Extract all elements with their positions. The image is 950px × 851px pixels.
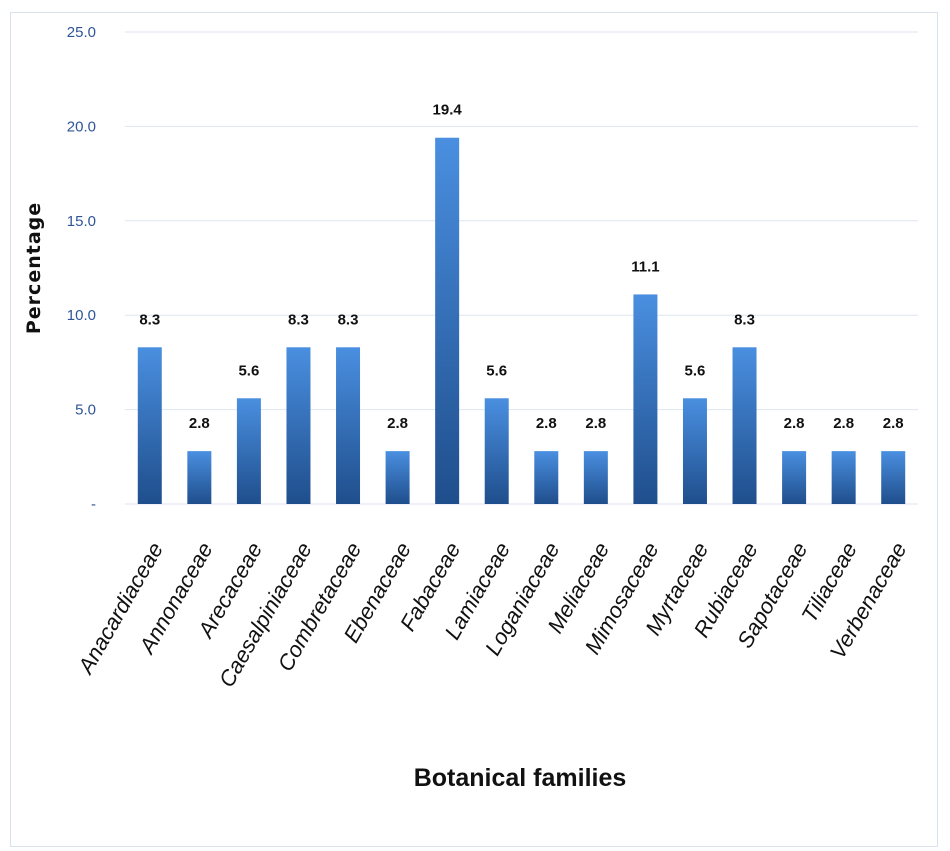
x-axis-ticks: AnacardiaceaeAnnonaceaeArecaceaeCaesalpi… xyxy=(72,538,911,691)
bar-ebenaceae xyxy=(385,451,410,504)
data-label: 8.3 xyxy=(734,311,755,328)
bar-lamiaceae xyxy=(484,398,509,504)
data-label: 2.8 xyxy=(784,415,805,432)
data-label: 8.3 xyxy=(139,311,160,328)
x-tick-label: Anacardiaceae xyxy=(72,538,168,679)
bar-annonaceae xyxy=(187,451,212,504)
bar-meliaceae xyxy=(583,451,608,504)
bar-tiliaceae xyxy=(831,451,856,504)
x-axis-label: Botanical families xyxy=(414,764,627,792)
y-axis-label: Percentage xyxy=(23,202,45,334)
data-label: 2.8 xyxy=(387,415,408,432)
y-tick-label: 15.0 xyxy=(67,213,96,230)
data-label: 2.8 xyxy=(833,415,854,432)
data-label: 5.6 xyxy=(486,362,507,379)
bar-myrtaceae xyxy=(682,398,707,504)
bar-anacardiaceae xyxy=(137,347,162,504)
bar-loganiaceae xyxy=(534,451,559,504)
bar-mimosaceae xyxy=(633,294,658,504)
bar-fabaceae xyxy=(435,137,460,504)
data-label: 19.4 xyxy=(433,102,463,119)
data-label: 2.8 xyxy=(883,415,904,432)
bar-rubiaceae xyxy=(732,347,757,504)
y-tick-label: 25.0 xyxy=(67,24,96,41)
bar-combretaceae xyxy=(336,347,361,504)
bar-verbenaceae xyxy=(881,451,906,504)
data-label: 8.3 xyxy=(288,311,309,328)
y-axis-ticks: - 5.0 10.0 15.0 20.0 25.0 xyxy=(67,24,96,513)
y-tick-label: 10.0 xyxy=(67,307,96,324)
bar-arecaceae xyxy=(236,398,261,504)
bar-caesalpiniaceae xyxy=(286,347,311,504)
data-label: 11.1 xyxy=(631,258,659,275)
y-tick-label: - xyxy=(91,496,96,513)
data-label: 8.3 xyxy=(338,311,359,328)
bar-sapotaceae xyxy=(782,451,807,504)
data-label: 2.8 xyxy=(585,415,606,432)
data-label: 5.6 xyxy=(685,362,706,379)
bars xyxy=(137,137,906,504)
data-label: 5.6 xyxy=(238,362,259,379)
data-label: 2.8 xyxy=(189,415,210,432)
data-labels: 8.3 2.8 5.6 8.3 8.3 2.8 19.4 5.6 2.8 2.8 11.1 5.6 8.… xyxy=(139,102,903,432)
y-tick-label: 20.0 xyxy=(67,118,96,135)
y-tick-label: 5.0 xyxy=(75,402,96,419)
data-label: 2.8 xyxy=(536,415,557,432)
chart-frame xyxy=(10,12,938,847)
